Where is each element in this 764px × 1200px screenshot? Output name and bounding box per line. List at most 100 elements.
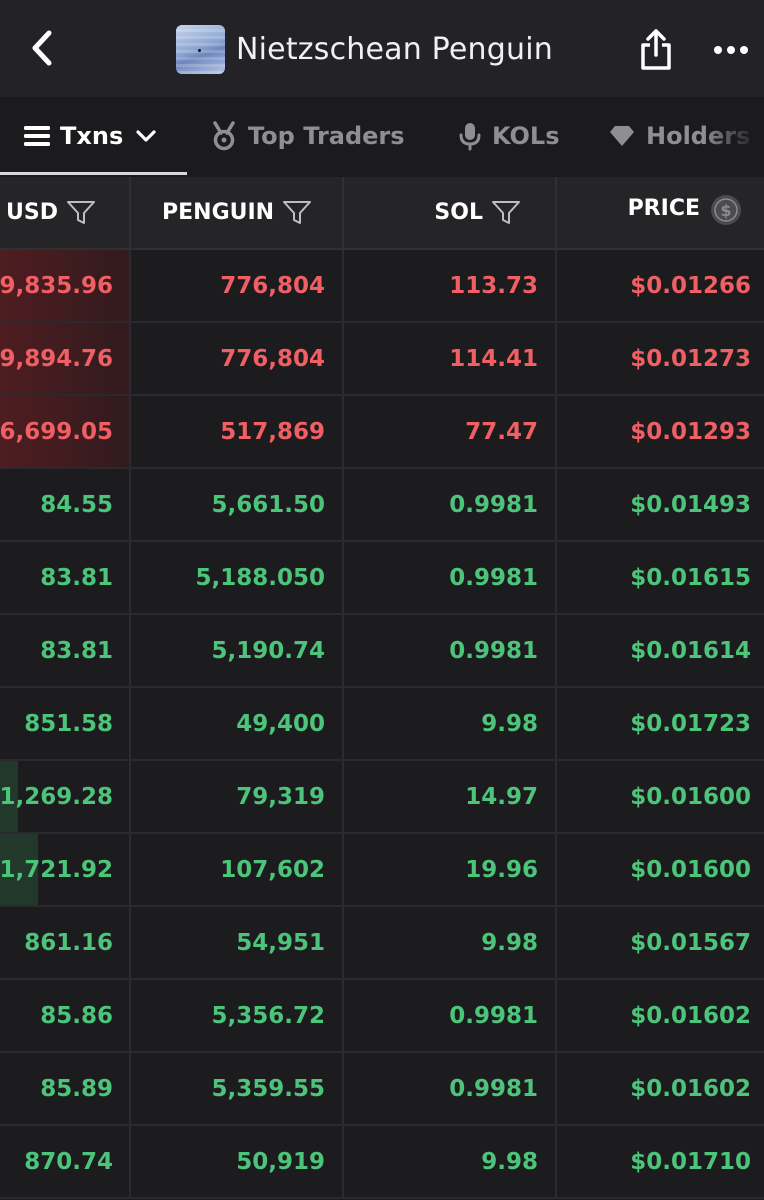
price-cell: $0.01266 bbox=[557, 250, 764, 321]
table-row[interactable]: 6,699.05 517,869 77.47 $0.01293 bbox=[0, 396, 764, 469]
token-avatar bbox=[176, 24, 225, 74]
token-amount-cell: 5,188.050 bbox=[131, 542, 344, 613]
volume-bar bbox=[0, 834, 38, 905]
table-body: 9,835.96 776,804 113.73 $0.01266 9,894.76 776… bbox=[0, 250, 764, 1199]
sol-amount-cell: 77.47 bbox=[344, 396, 557, 467]
token-amount-cell: 50,919 bbox=[131, 1126, 344, 1197]
transactions-table: USD PENGUIN SOL PRICE bbox=[0, 177, 764, 1200]
column-header-usd-label: USD bbox=[6, 200, 58, 225]
share-button[interactable] bbox=[634, 24, 678, 74]
price-cell: $0.01602 bbox=[557, 1053, 764, 1124]
sol-amount-cell-value: 9.98 bbox=[481, 710, 538, 737]
token-amount-cell: 54,951 bbox=[131, 907, 344, 978]
token-amount-cell-value: 776,804 bbox=[220, 272, 325, 299]
column-header-sol[interactable]: SOL bbox=[344, 177, 557, 248]
table-row[interactable]: 870.74 50,919 9.98 $0.01710 bbox=[0, 1126, 764, 1199]
usd-cell-value: 85.86 bbox=[40, 1002, 113, 1029]
price-cell: $0.01602 bbox=[557, 980, 764, 1051]
token-amount-cell-value: 107,602 bbox=[220, 856, 325, 883]
table-row[interactable]: 85.89 5,359.55 0.9981 $0.01602 bbox=[0, 1053, 764, 1126]
tab-holders[interactable]: Holders bbox=[608, 97, 750, 174]
column-header-usd[interactable]: USD bbox=[0, 177, 131, 248]
chevron-left-icon bbox=[32, 30, 52, 66]
usd-cell-value: 861.16 bbox=[24, 929, 113, 956]
price-cell: $0.01723 bbox=[557, 688, 764, 759]
token-amount-cell-value: 517,869 bbox=[220, 418, 325, 445]
usd-cell: 9,835.96 bbox=[0, 250, 131, 321]
sol-amount-cell-value: 14.97 bbox=[465, 783, 538, 810]
token-amount-cell: 5,190.74 bbox=[131, 615, 344, 686]
tab-holders-label: Holders bbox=[646, 121, 751, 150]
more-options-button[interactable] bbox=[708, 30, 754, 70]
usd-cell-value: 84.55 bbox=[40, 491, 113, 518]
table-row[interactable]: 9,894.76 776,804 114.41 $0.01273 bbox=[0, 323, 764, 396]
table-row[interactable]: 9,835.96 776,804 113.73 $0.01266 bbox=[0, 250, 764, 323]
table-row[interactable]: 1,269.28 79,319 14.97 $0.01600 bbox=[0, 761, 764, 834]
sol-amount-cell-value: 19.96 bbox=[465, 856, 538, 883]
dollar-coin-icon[interactable]: $ bbox=[710, 194, 742, 232]
table-row[interactable]: 83.81 5,190.74 0.9981 $0.01614 bbox=[0, 615, 764, 688]
usd-cell-value: 1,269.28 bbox=[0, 783, 113, 810]
price-cell-value: $0.01266 bbox=[630, 272, 751, 299]
tab-bar: Txns Top Traders KOLs bbox=[0, 97, 764, 177]
usd-cell-value: 851.58 bbox=[24, 710, 113, 737]
token-amount-cell: 517,869 bbox=[131, 396, 344, 467]
table-row[interactable]: 84.55 5,661.50 0.9981 $0.01493 bbox=[0, 469, 764, 542]
sol-amount-cell-value: 0.9981 bbox=[449, 564, 538, 591]
token-amount-cell: 776,804 bbox=[131, 250, 344, 321]
column-header-price[interactable]: PRICE $ bbox=[557, 177, 764, 248]
usd-cell-value: 1,721.92 bbox=[0, 856, 113, 883]
usd-cell: 83.81 bbox=[0, 615, 131, 686]
sol-amount-cell: 19.96 bbox=[344, 834, 557, 905]
table-row[interactable]: 861.16 54,951 9.98 $0.01567 bbox=[0, 907, 764, 980]
tab-top-traders-label: Top Traders bbox=[248, 121, 405, 150]
tab-top-traders[interactable]: Top Traders bbox=[210, 97, 405, 174]
usd-cell: 870.74 bbox=[0, 1126, 131, 1197]
token-amount-cell-value: 5,661.50 bbox=[211, 491, 326, 518]
token-amount-cell-value: 50,919 bbox=[236, 1148, 325, 1175]
usd-cell: 84.55 bbox=[0, 469, 131, 540]
table-row[interactable]: 851.58 49,400 9.98 $0.01723 bbox=[0, 688, 764, 761]
token-amount-cell: 776,804 bbox=[131, 323, 344, 394]
tab-txns[interactable]: Txns bbox=[24, 97, 157, 174]
sol-amount-cell-value: 9.98 bbox=[481, 929, 538, 956]
active-tab-indicator bbox=[0, 172, 187, 175]
column-header-sol-label: SOL bbox=[434, 200, 483, 225]
usd-cell: 1,721.92 bbox=[0, 834, 131, 905]
sol-amount-cell: 113.73 bbox=[344, 250, 557, 321]
sol-amount-cell: 9.98 bbox=[344, 1126, 557, 1197]
table-row[interactable]: 83.81 5,188.050 0.9981 $0.01615 bbox=[0, 542, 764, 615]
usd-cell: 1,269.28 bbox=[0, 761, 131, 832]
sol-amount-cell-value: 113.73 bbox=[449, 272, 538, 299]
more-horizontal-icon bbox=[714, 46, 748, 54]
sol-amount-cell: 114.41 bbox=[344, 323, 557, 394]
sol-amount-cell-value: 0.9981 bbox=[449, 1002, 538, 1029]
share-icon bbox=[641, 29, 671, 70]
sol-amount-cell: 0.9981 bbox=[344, 542, 557, 613]
medal-icon bbox=[210, 120, 238, 151]
table-row[interactable]: 1,721.92 107,602 19.96 $0.01600 bbox=[0, 834, 764, 907]
price-cell-value: $0.01723 bbox=[630, 710, 751, 737]
usd-cell-value: 9,835.96 bbox=[0, 272, 113, 299]
price-cell: $0.01493 bbox=[557, 469, 764, 540]
token-amount-cell-value: 776,804 bbox=[220, 345, 325, 372]
filter-icon[interactable] bbox=[491, 200, 521, 226]
price-cell-value: $0.01567 bbox=[630, 929, 751, 956]
page-title: Nietzschean Penguin bbox=[236, 31, 553, 67]
column-header-penguin[interactable]: PENGUIN bbox=[131, 177, 344, 248]
usd-cell-value: 6,699.05 bbox=[0, 418, 113, 445]
back-button[interactable] bbox=[22, 26, 62, 70]
price-cell-value: $0.01614 bbox=[630, 637, 751, 664]
filter-icon[interactable] bbox=[66, 200, 96, 226]
table-header: USD PENGUIN SOL PRICE bbox=[0, 177, 764, 250]
price-cell: $0.01615 bbox=[557, 542, 764, 613]
sol-amount-cell-value: 0.9981 bbox=[449, 491, 538, 518]
token-amount-cell: 49,400 bbox=[131, 688, 344, 759]
table-row[interactable]: 85.86 5,356.72 0.9981 $0.01602 bbox=[0, 980, 764, 1053]
svg-text:$: $ bbox=[720, 201, 731, 220]
tab-kols[interactable]: KOLs bbox=[458, 97, 560, 174]
price-cell-value: $0.01600 bbox=[630, 783, 751, 810]
sol-amount-cell: 0.9981 bbox=[344, 469, 557, 540]
sol-amount-cell-value: 9.98 bbox=[481, 1148, 538, 1175]
filter-icon[interactable] bbox=[282, 200, 312, 226]
